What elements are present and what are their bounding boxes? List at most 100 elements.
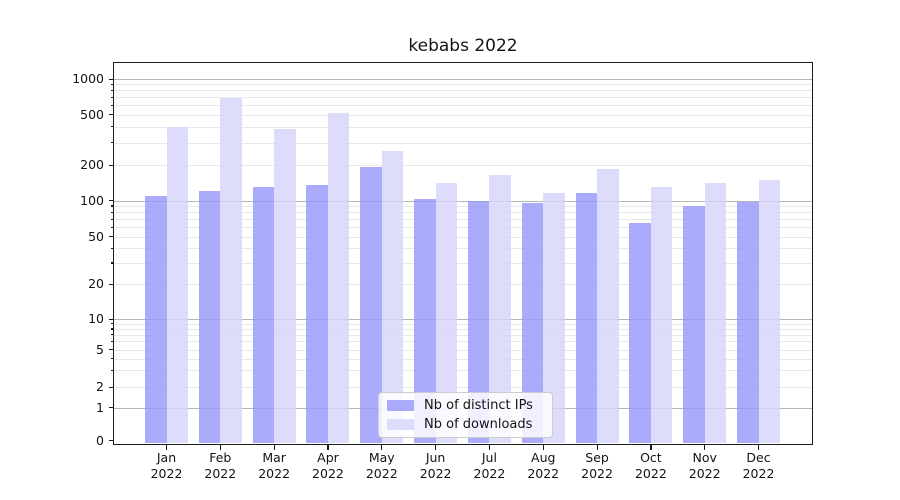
x-tick-label-line: Dec	[746, 450, 771, 465]
bar-distinct-ips	[575, 193, 598, 443]
gridline-minor	[114, 126, 812, 128]
x-tick-label: May 2022	[350, 450, 414, 482]
y-tick-mark-minor	[110, 104, 113, 106]
y-tick-mark-minor	[110, 114, 113, 116]
legend-item-distinct-ips: Nb of distinct IPs	[387, 398, 544, 413]
gridline-minor	[114, 370, 812, 372]
gridline-minor	[114, 142, 812, 144]
bar-distinct-ips	[414, 198, 436, 443]
x-tick-label: Mar 2022	[242, 450, 306, 482]
x-tick-label: Oct 2022	[619, 450, 683, 482]
x-tick-label-line: Jan	[156, 450, 177, 465]
x-tick-label-line: 2022	[204, 466, 237, 481]
gridline-minor	[114, 84, 812, 86]
x-tick-label-line: 2022	[473, 466, 506, 481]
plot-area	[113, 62, 813, 445]
bar-distinct-ips	[467, 200, 490, 443]
bar-downloads	[650, 187, 673, 443]
bar-distinct-ips	[737, 202, 759, 443]
y-tick-mark-minor	[110, 142, 113, 144]
gridline-minor	[114, 105, 812, 107]
y-tick-label: 1000	[72, 71, 104, 86]
x-tick-label: Jul 2022	[457, 450, 521, 482]
y-tick-mark-minor	[110, 96, 113, 98]
bar-downloads	[489, 174, 511, 443]
gridline-minor	[114, 227, 812, 229]
x-tick-label-line: 2022	[150, 466, 183, 481]
bar-downloads	[274, 128, 296, 443]
y-tick-mark-minor	[110, 218, 113, 220]
x-tick-mark	[219, 445, 221, 450]
gridline-minor	[114, 90, 812, 92]
y-tick-mark-minor	[110, 247, 113, 249]
chart-title: kebabs 2022	[408, 36, 518, 56]
x-tick-label: Nov 2022	[673, 450, 737, 482]
y-tick-mark-minor	[110, 126, 113, 128]
y-tick-mark-minor	[110, 323, 113, 325]
x-tick-label-line: 2022	[527, 466, 560, 481]
gridline-minor	[114, 358, 812, 360]
gridline-minor	[114, 114, 812, 116]
x-tick-label-line: 2022	[312, 466, 344, 481]
gridline-minor	[114, 341, 812, 343]
gridline-minor	[114, 349, 812, 351]
gridline-minor	[114, 328, 812, 330]
gridline-minor	[114, 212, 812, 214]
y-tick-mark	[108, 78, 113, 80]
y-tick-mark-minor	[110, 386, 113, 388]
y-tick-label: 100	[80, 192, 104, 208]
y-tick-mark-minor	[110, 334, 113, 336]
y-tick-mark-minor	[110, 369, 113, 372]
y-tick-label: 20	[88, 276, 104, 291]
y-tick-label: 500	[80, 106, 104, 122]
x-tick-label: Jan 2022	[135, 450, 199, 482]
y-tick-mark-minor	[110, 262, 113, 264]
x-tick-mark	[488, 445, 491, 450]
bar-downloads	[758, 179, 781, 443]
gridline-minor	[114, 97, 812, 99]
x-tick-label-line: 2022	[634, 466, 667, 481]
x-tick-label-line: 2022	[688, 466, 721, 481]
gridline-minor	[114, 334, 812, 336]
y-tick-label: 5	[96, 341, 104, 357]
x-tick-mark	[650, 445, 652, 450]
legend-label-distinct-ips: Nb of distinct IPs	[424, 398, 533, 414]
downloads-legend-swatch	[387, 418, 414, 430]
y-tick-mark-minor	[110, 205, 113, 207]
y-tick-label: 10	[88, 311, 104, 326]
bar-downloads	[381, 150, 404, 443]
x-tick-label: Dec 2022	[727, 450, 791, 482]
x-tick-mark	[166, 445, 168, 450]
legend-item-downloads: Nb of downloads	[387, 417, 544, 432]
x-tick-label: Aug 2022	[511, 450, 575, 482]
x-tick-mark	[327, 445, 329, 450]
y-tick-mark-minor	[110, 226, 113, 228]
y-tick-mark-minor	[110, 328, 113, 330]
x-tick-label-line: 2022	[581, 466, 613, 481]
y-tick-mark-minor	[110, 236, 113, 238]
x-tick-label: Sep 2022	[565, 450, 629, 482]
bar-downloads	[704, 183, 727, 443]
x-tick-label-line: Mar	[262, 450, 286, 465]
gridline-minor	[114, 284, 812, 285]
x-tick-mark	[381, 445, 383, 450]
gridline-minor	[114, 165, 812, 166]
y-tick-mark-minor	[110, 283, 113, 285]
y-tick-label: 2	[96, 379, 104, 394]
x-tick-label-line: Feb	[209, 450, 232, 465]
gridline-minor	[114, 248, 812, 250]
x-tick-label-line: 2022	[742, 466, 775, 481]
x-tick-label-line: Oct	[640, 450, 662, 465]
bar-distinct-ips	[521, 203, 544, 443]
y-tick-mark-minor	[110, 89, 113, 92]
gridline-minor	[114, 387, 812, 388]
x-tick-mark	[596, 445, 598, 450]
legend-label-downloads: Nb of downloads	[424, 416, 533, 432]
x-tick-label-line: Sep	[585, 450, 609, 465]
x-tick-label-line: Jun	[425, 450, 446, 465]
legend-box: Nb of distinct IPs Nb of downloads	[378, 392, 553, 438]
x-tick-label: Jun 2022	[404, 450, 468, 482]
gridline-minor	[114, 323, 812, 325]
bar-downloads	[327, 113, 350, 443]
